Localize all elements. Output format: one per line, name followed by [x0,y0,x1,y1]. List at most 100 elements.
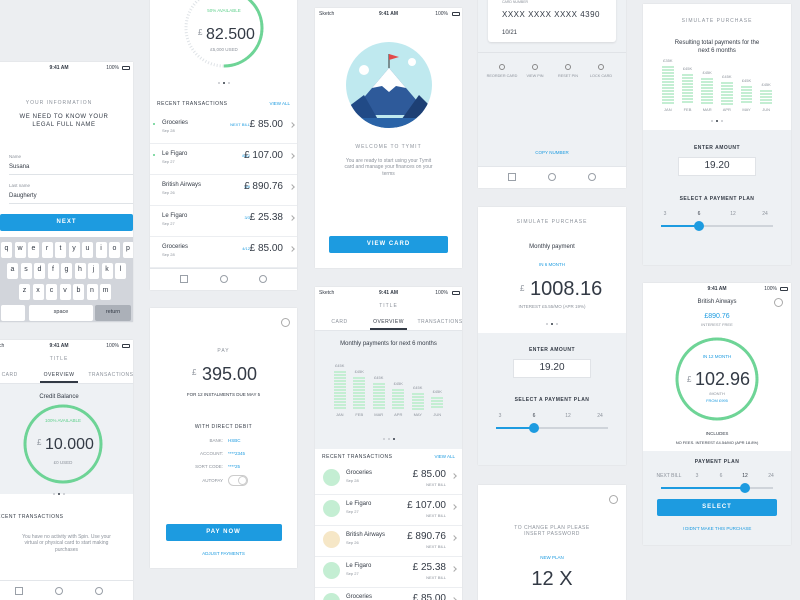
tab-icon [548,173,556,181]
view-card-button[interactable] [329,236,448,253]
transaction-amount: £ 890.76 [407,531,446,542]
bar-stripe [661,66,674,68]
plan-option: 3 [663,211,667,217]
screen-simulate: SIMULATE PURCHASE Monthly payment IN 6 MON… [478,207,626,465]
key [74,263,86,279]
bar-stripe [661,72,674,74]
progress-ring [675,337,759,421]
screen-change-plan: TO CHANGE PLAN PLEASE INSERT PASSWORD NEW… [478,485,626,600]
label: I DIDN'T MAKE THIS PURCHASE [682,526,752,531]
card-action: VIEW PIN [526,74,544,78]
tag: 8/12 [242,153,250,158]
action-icon [532,64,538,70]
bar-stripe [372,386,385,388]
tab-icon [15,587,24,595]
divider [0,580,133,581]
key [19,284,30,300]
bar-stripe [411,399,424,401]
key-label: n [90,287,94,294]
section [478,333,626,465]
key [122,242,133,258]
bar-stripe [333,401,346,403]
bar-stripe [701,84,714,86]
page-dot [556,323,558,325]
bar-label: £45K [702,70,712,75]
label: Last name [9,183,31,188]
page-dot [382,438,385,440]
bar-stripe [681,101,694,103]
label: Name [9,154,22,159]
label: You are ready to start using your Tymit … [344,158,433,177]
key-label: i [100,245,102,252]
bar-stripe [760,90,773,92]
transaction-name: Groceries [346,594,373,600]
bar-stripe [353,401,366,403]
next-button[interactable] [0,214,133,231]
key-label: c [49,287,54,294]
bar-stripe [681,92,694,94]
status-time: 9:41 AM [49,65,69,71]
key [41,242,53,258]
key-label: k [105,266,109,273]
bar-stripe [333,398,346,400]
tab-underline [40,381,78,383]
tag: 6/9 [244,184,250,189]
transaction-amount: £ 85.00 [412,469,446,480]
select-button[interactable] [657,499,777,516]
plan-option: 3 [695,473,699,479]
toggle [228,475,248,486]
label: Resulting total payments for the next 6 … [674,40,760,54]
chevron [289,184,295,190]
pay-button[interactable] [166,524,282,541]
key [14,242,26,258]
tab-icon [508,173,517,181]
label: TO CHANGE PLAN PLEASE INSERT PASSWORD [514,525,590,538]
card-action: REORDER CARD [486,74,518,78]
key-label: f [52,266,54,273]
label: FOR 12 INSTALMENTS DUE MAY 5 [186,392,261,397]
label: SELECT A PAYMENT PLAN [679,196,755,202]
page-dot [392,438,395,440]
slider-knob [740,483,750,493]
transaction-name: Le Figaro [162,213,188,219]
screen-info: 9:41 AM 100% YOUR INFORMATION WE NEED TO KN… [0,62,133,322]
label: 50% AVAILABLE [207,8,241,13]
chevron [289,153,295,159]
label: /MONTH [709,391,725,396]
bar-stripe [333,371,346,373]
transaction-amount: £ 107.00 [244,150,283,161]
key [101,263,113,279]
divider [150,236,297,237]
tag: 4/12 [242,246,250,251]
transaction-amount: £ 890.76 [244,181,283,192]
bar-label: £45K [432,389,442,394]
bar-stripe [333,404,346,406]
label: £ [198,28,203,37]
chevron [451,566,457,572]
label: SELECT [702,504,732,510]
key [73,284,84,300]
bar-stripe [392,404,405,406]
screen-transactions: 50% AVAILABLE £82.500 £5,000 USED RECENT TR… [150,0,297,290]
key [7,263,18,279]
key-label: return [105,309,121,315]
bar-stripe [411,396,424,398]
page-dot [387,438,390,440]
plan-option: 6 [719,473,723,479]
bar-label: £45K [335,363,345,368]
month: JAN [664,107,672,112]
key [95,242,107,258]
transaction-name: Le Figaro [346,501,372,507]
bar-stripe [372,383,385,385]
key-label: p [126,245,130,252]
plan-option: 3 [498,413,502,419]
label: AUTOPAY [202,478,223,483]
input-line [9,174,133,175]
new-dot [153,154,155,156]
carrier: Sketch [0,343,5,349]
carrier: Sketch [319,290,335,296]
label: SELECT A PAYMENT PLAN [514,397,590,403]
bar-stripe [720,94,733,96]
page-dot [711,120,713,122]
